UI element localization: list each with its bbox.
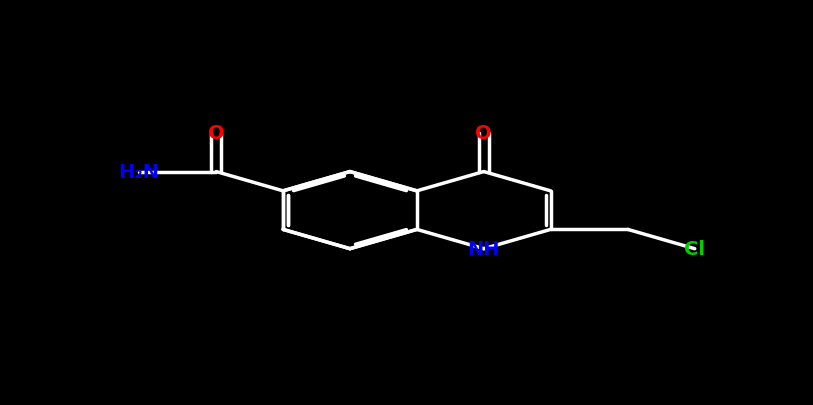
Text: H₂N: H₂N bbox=[119, 163, 159, 181]
Text: NH: NH bbox=[467, 240, 500, 258]
Text: O: O bbox=[476, 124, 492, 143]
Text: O: O bbox=[208, 124, 224, 143]
Text: Cl: Cl bbox=[685, 240, 705, 258]
